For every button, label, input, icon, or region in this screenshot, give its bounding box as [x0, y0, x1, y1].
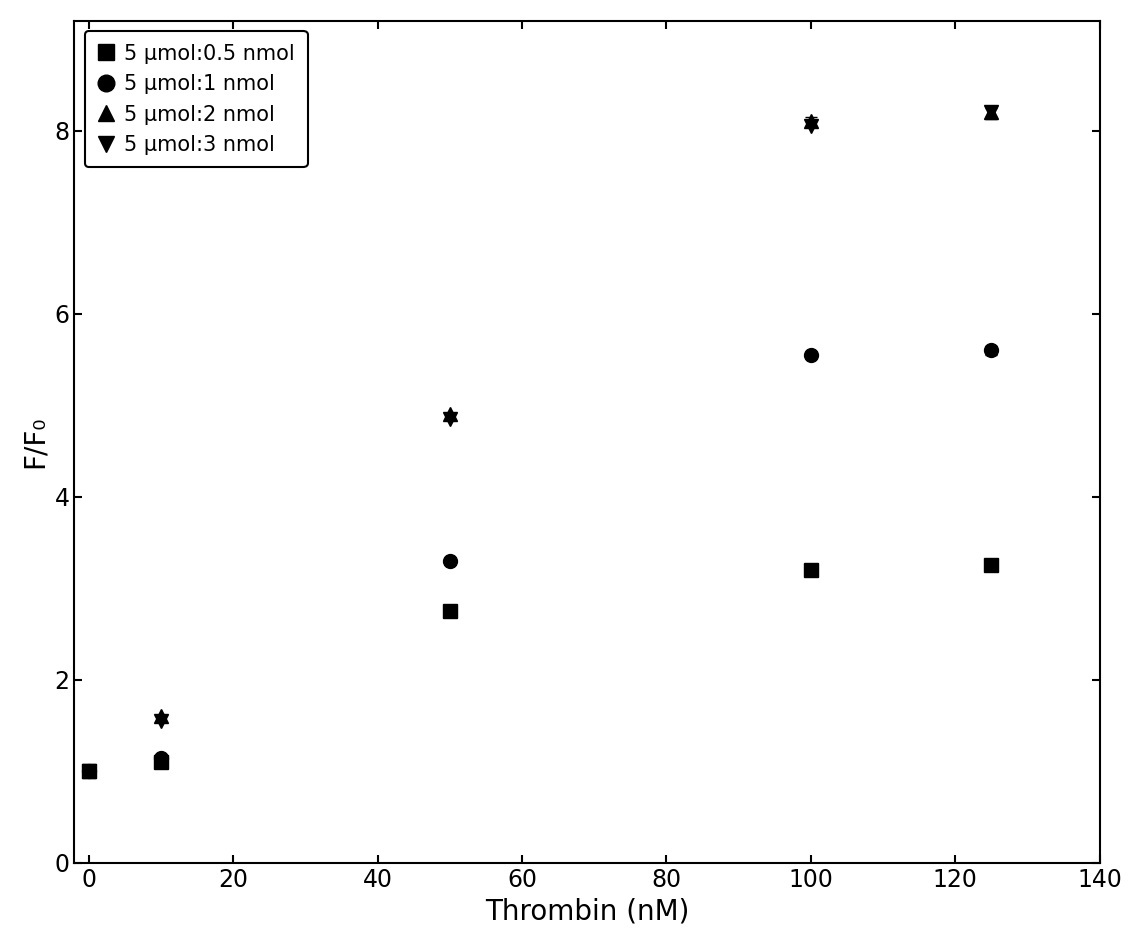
5 μmol:3 nmol — [154, 715, 168, 727]
Y-axis label: F/F₀: F/F₀ — [21, 415, 49, 468]
5 μmol:0.5 nmol — [82, 765, 96, 777]
5 μmol:0.5 nmol — [443, 605, 457, 617]
5 μmol:1 nmol — [443, 555, 457, 567]
X-axis label: Thrombin (nM): Thrombin (nM) — [485, 897, 689, 925]
5 μmol:1 nmol — [984, 344, 998, 356]
5 μmol:1 nmol — [804, 349, 817, 360]
5 μmol:2 nmol — [82, 765, 96, 777]
5 μmol:3 nmol — [984, 107, 998, 118]
5 μmol:2 nmol — [443, 409, 457, 420]
5 μmol:3 nmol — [443, 413, 457, 425]
5 μmol:2 nmol — [984, 107, 998, 118]
5 μmol:1 nmol — [82, 765, 96, 777]
Line: 5 μmol:1 nmol: 5 μmol:1 nmol — [82, 343, 998, 779]
5 μmol:2 nmol — [154, 710, 168, 722]
5 μmol:3 nmol — [804, 120, 817, 131]
5 μmol:1 nmol — [154, 752, 168, 763]
5 μmol:3 nmol — [82, 765, 96, 777]
5 μmol:2 nmol — [804, 115, 817, 127]
5 μmol:0.5 nmol — [804, 564, 817, 575]
Line: 5 μmol:0.5 nmol: 5 μmol:0.5 nmol — [82, 558, 998, 779]
Legend: 5 μmol:0.5 nmol, 5 μmol:1 nmol, 5 μmol:2 nmol, 5 μmol:3 nmol: 5 μmol:0.5 nmol, 5 μmol:1 nmol, 5 μmol:2… — [85, 31, 307, 167]
5 μmol:0.5 nmol — [154, 757, 168, 768]
Line: 5 μmol:3 nmol: 5 μmol:3 nmol — [82, 105, 998, 779]
Line: 5 μmol:2 nmol: 5 μmol:2 nmol — [82, 105, 998, 779]
5 μmol:0.5 nmol — [984, 560, 998, 571]
